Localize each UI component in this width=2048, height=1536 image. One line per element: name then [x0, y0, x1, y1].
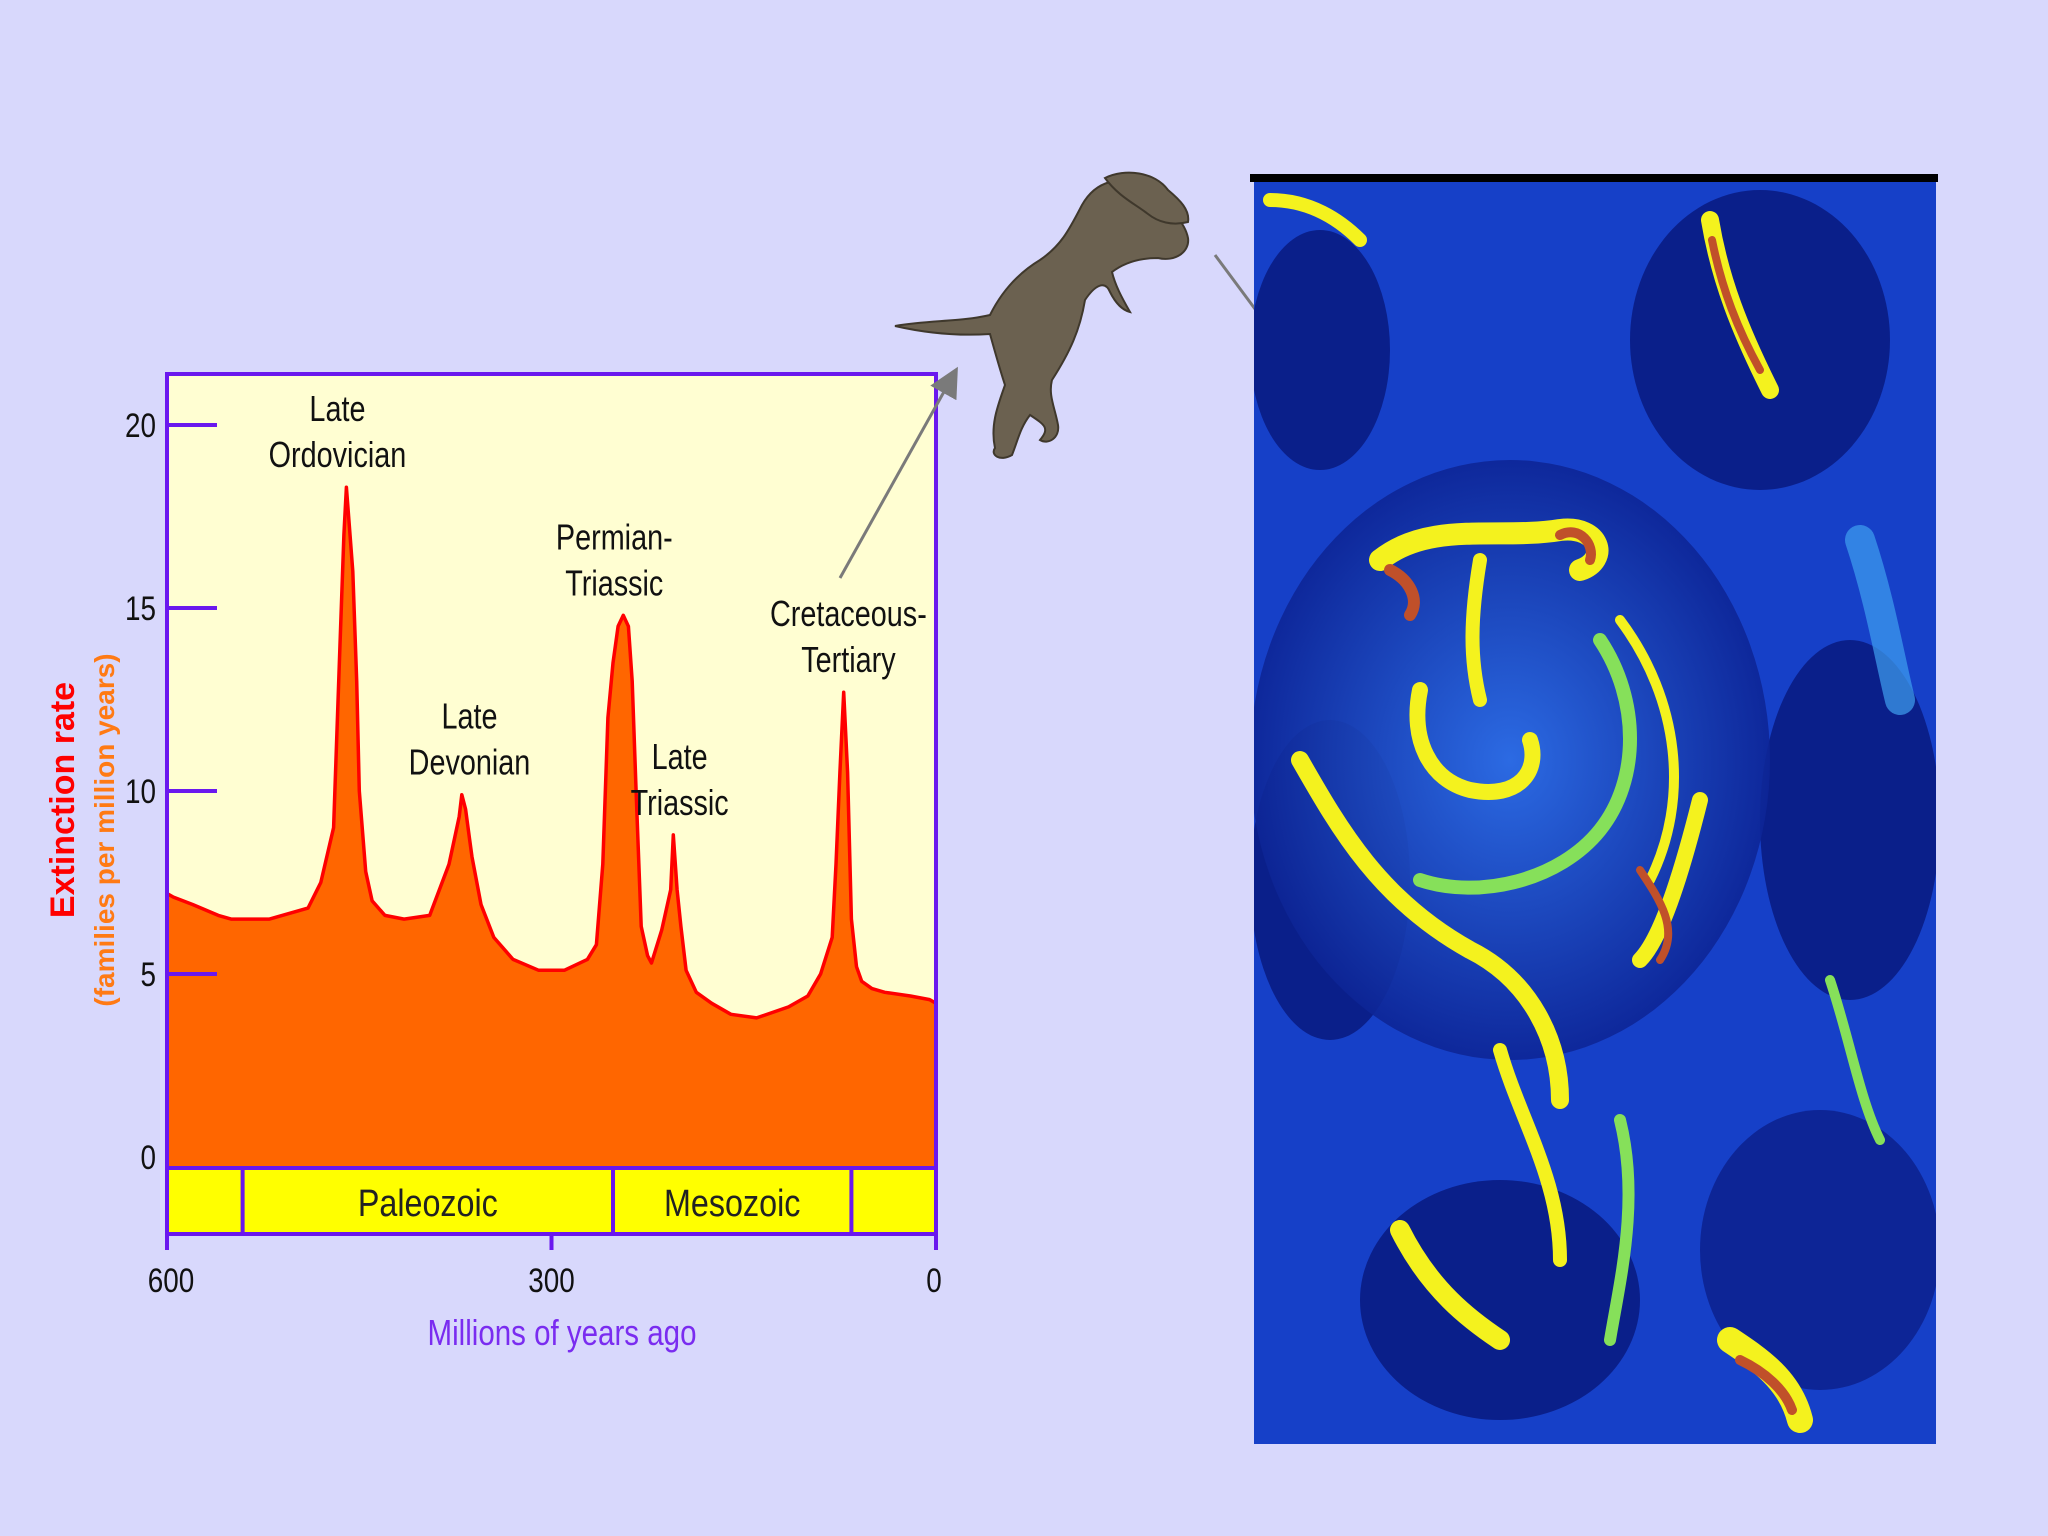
x-axis-label: Millions of years ago	[428, 1312, 697, 1352]
x-axis-ticks: 600 300 0	[148, 1234, 942, 1300]
map-top-border	[1250, 174, 1938, 182]
peak-annotations: Late Ordovician Late Devonian Permian- Triass…	[269, 388, 927, 823]
t-rex-illustration	[894, 171, 1190, 459]
y-axis-sublabel: (families per million years)	[89, 653, 120, 1006]
era-label-paleozoic: Paleozoic	[358, 1183, 498, 1225]
peak-annotation-label: Late	[652, 736, 708, 777]
y-tick-label: 20	[125, 406, 156, 444]
arrow-to-dinosaur	[838, 366, 958, 579]
peak-annotation-label: Triassic	[565, 562, 663, 603]
y-axis-label: Extinction rate	[44, 682, 82, 918]
era-band-fill	[167, 1168, 936, 1234]
x-tick-label: 0	[926, 1261, 942, 1299]
y-axis-ticks: 0 5 10 15 20	[125, 406, 217, 1177]
y-tick-label: 5	[140, 955, 156, 993]
era-band: Paleozoic Mesozoic	[167, 1166, 936, 1234]
peak-annotation-label: Late	[309, 388, 365, 429]
peak-annotation-label: Devonian	[409, 742, 531, 783]
extinction-chart: Paleozoic Mesozoic 0 5 10 15 20 600 300 0 Late O…	[44, 372, 942, 1353]
peak-annotation-label: Triassic	[631, 782, 729, 823]
peak-annotation-label: Cretaceous-	[770, 593, 927, 634]
era-label-mesozoic: Mesozoic	[664, 1183, 800, 1225]
peak-annotation-label: Late	[441, 696, 497, 737]
peak-annotation-label: Ordovician	[269, 434, 407, 475]
y-tick-label: 15	[125, 589, 156, 627]
chicxulub-gravity-map	[1250, 174, 1938, 1444]
x-tick-label: 300	[528, 1261, 575, 1299]
extinction-area	[167, 487, 936, 1168]
y-tick-label: 10	[125, 772, 156, 810]
peak-annotation-label: Permian-	[556, 516, 673, 557]
x-tick-label: 600	[148, 1261, 195, 1299]
extinction-line	[166, 485, 937, 1020]
peak-annotation-label: Tertiary	[801, 639, 896, 680]
y-tick-label: 0	[140, 1138, 156, 1176]
